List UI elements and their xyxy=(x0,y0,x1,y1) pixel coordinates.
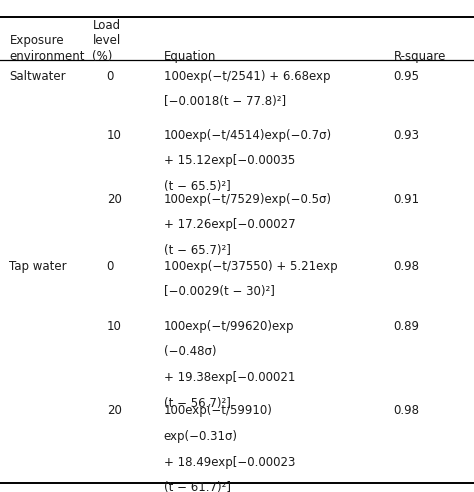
Text: 0.91: 0.91 xyxy=(393,193,419,206)
Text: (t − 61.7)²]: (t − 61.7)²] xyxy=(164,481,230,492)
Text: (−0.48σ): (−0.48σ) xyxy=(164,345,216,358)
Text: Saltwater: Saltwater xyxy=(9,70,66,83)
Text: (%): (%) xyxy=(92,50,113,62)
Text: 20: 20 xyxy=(107,193,121,206)
Text: exp(−0.31σ): exp(−0.31σ) xyxy=(164,430,237,443)
Text: [−0.0018(t − 77.8)²]: [−0.0018(t − 77.8)²] xyxy=(164,95,286,108)
Text: 20: 20 xyxy=(107,404,121,417)
Text: 100exp(−t/4514)exp(−0.7σ): 100exp(−t/4514)exp(−0.7σ) xyxy=(164,129,332,142)
Text: + 17.26exp[−0.00027: + 17.26exp[−0.00027 xyxy=(164,218,295,231)
Text: (t − 65.5)²]: (t − 65.5)²] xyxy=(164,180,230,193)
Text: Tap water: Tap water xyxy=(9,260,67,273)
Text: 0: 0 xyxy=(107,70,114,83)
Text: (t − 56.7)²]: (t − 56.7)²] xyxy=(164,397,230,409)
Text: + 19.38exp[−0.00021: + 19.38exp[−0.00021 xyxy=(164,371,295,384)
Text: + 15.12exp[−0.00035: + 15.12exp[−0.00035 xyxy=(164,154,295,167)
Text: 10: 10 xyxy=(107,320,121,333)
Text: 100exp(−t/37550) + 5.21exp: 100exp(−t/37550) + 5.21exp xyxy=(164,260,337,273)
Text: level: level xyxy=(92,34,121,47)
Text: (t − 65.7)²]: (t − 65.7)²] xyxy=(164,244,230,257)
Text: Exposure: Exposure xyxy=(9,34,64,47)
Text: 0.98: 0.98 xyxy=(393,260,419,273)
Text: 0: 0 xyxy=(107,260,114,273)
Text: R-square: R-square xyxy=(393,50,446,62)
Text: Load: Load xyxy=(92,19,120,32)
Text: 100exp(−t/99620)exp: 100exp(−t/99620)exp xyxy=(164,320,294,333)
Text: environment: environment xyxy=(9,50,85,62)
Text: 0.95: 0.95 xyxy=(393,70,419,83)
Text: 10: 10 xyxy=(107,129,121,142)
Text: 100exp(−t/2541) + 6.68exp: 100exp(−t/2541) + 6.68exp xyxy=(164,70,330,83)
Text: 100exp(−t/7529)exp(−0.5σ): 100exp(−t/7529)exp(−0.5σ) xyxy=(164,193,331,206)
Text: [−0.0029(t − 30)²]: [−0.0029(t − 30)²] xyxy=(164,285,274,298)
Text: Equation: Equation xyxy=(164,50,216,62)
Text: 0.98: 0.98 xyxy=(393,404,419,417)
Text: 100exp(−t/59910): 100exp(−t/59910) xyxy=(164,404,273,417)
Text: + 18.49exp[−0.00023: + 18.49exp[−0.00023 xyxy=(164,456,295,468)
Text: 0.93: 0.93 xyxy=(393,129,419,142)
Text: 0.89: 0.89 xyxy=(393,320,419,333)
